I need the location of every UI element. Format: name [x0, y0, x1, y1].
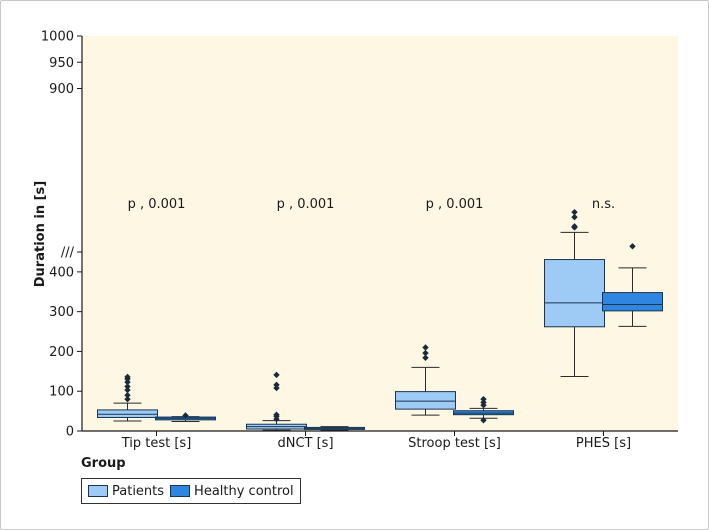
- y-tick-label: 0: [66, 425, 74, 440]
- outlier-point: [571, 223, 578, 230]
- x-tick-label: Tip test [s]: [121, 436, 192, 451]
- legend-label-patients: Patients: [112, 483, 165, 499]
- outlier-point: [273, 381, 280, 389]
- outlier-point: [273, 371, 280, 379]
- legend-label-healthy-control: Healthy control: [194, 483, 294, 499]
- x-tick-label: Stroop test [s]: [408, 436, 501, 451]
- y-tick-label: 100: [49, 385, 74, 400]
- axis-break-marker: ///: [61, 246, 75, 261]
- outlier-point: [422, 344, 429, 351]
- plot-area: [82, 36, 678, 431]
- y-axis-label: Duration in [s]: [33, 181, 48, 287]
- y-tick-label: 200: [49, 345, 74, 360]
- box: [97, 409, 158, 418]
- outlier-point: [273, 411, 280, 418]
- outlier-point: [422, 349, 429, 357]
- significance-annotation: n.s.: [592, 197, 615, 212]
- significance-annotation: p , 0.001: [128, 197, 186, 212]
- box: [544, 259, 605, 328]
- legend: Patients Healthy control: [81, 478, 301, 504]
- outlier-point: [124, 392, 131, 399]
- significance-annotation: p , 0.001: [277, 197, 335, 212]
- legend-item-healthy-control: Healthy control: [170, 484, 294, 499]
- outlier-point: [480, 395, 487, 403]
- significance-annotation: p , 0.001: [426, 197, 484, 212]
- outlier-point: [124, 383, 131, 390]
- legend-item-patients: Patients: [88, 484, 164, 499]
- y-tick-label: 1000: [41, 30, 74, 45]
- outlier-point: [629, 243, 636, 250]
- y-tick-label: 900: [49, 82, 74, 97]
- outlier-point: [422, 354, 429, 362]
- y-tick-label: 950: [49, 56, 74, 71]
- outlier-point: [182, 412, 189, 419]
- outlier-point: [124, 386, 131, 394]
- x-tick-label: dNCT [s]: [277, 436, 333, 451]
- outlier-point: [124, 373, 131, 381]
- legend-swatch-healthy-control: [170, 485, 191, 497]
- legend-swatch-patients: [88, 485, 108, 497]
- box: [395, 391, 456, 410]
- legend-title: Group: [81, 456, 126, 471]
- box: [602, 292, 663, 312]
- x-tick-label: PHES [s]: [576, 436, 631, 451]
- outlier-point: [480, 417, 487, 424]
- outlier-point: [571, 213, 578, 221]
- y-tick-label: 300: [49, 305, 74, 320]
- outlier-point: [571, 208, 578, 216]
- outlier-point: [124, 395, 131, 403]
- y-tick-label: 400: [49, 265, 74, 280]
